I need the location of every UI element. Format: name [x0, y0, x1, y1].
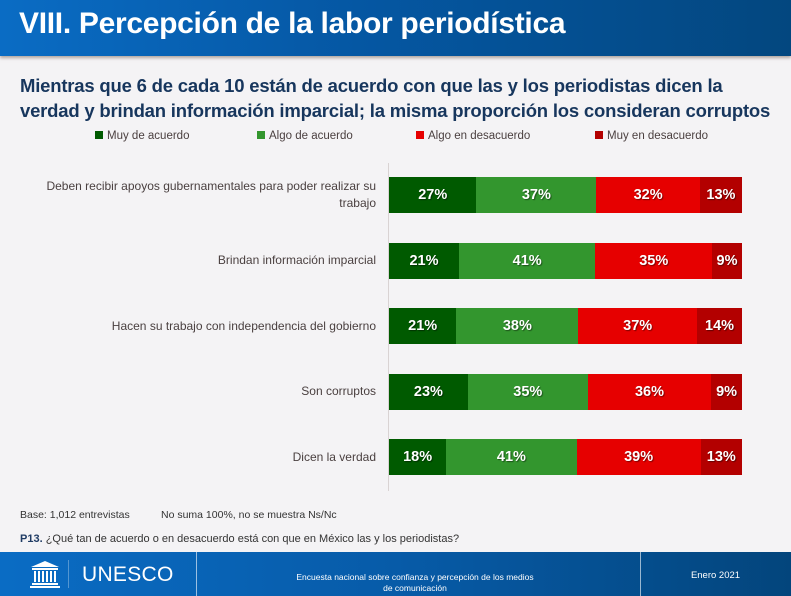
bar-segment: 41%	[458, 242, 596, 279]
bar-segment: 38%	[456, 308, 579, 344]
bar-segment: 35%	[467, 373, 588, 410]
category-axis-line	[388, 163, 389, 491]
bar-segment: 35%	[595, 242, 713, 279]
footer-divider	[196, 552, 197, 596]
survey-name-line1: Encuesta nacional sobre confianza y perc…	[296, 572, 534, 582]
unesco-wordmark: UNESCO	[82, 563, 174, 586]
legend-label: Algo en desacuerdo	[428, 130, 531, 142]
legend-swatch	[257, 131, 265, 139]
bar-segment: 9%	[711, 373, 742, 410]
legend-swatch	[595, 131, 603, 139]
bar-segment: 21%	[389, 308, 457, 344]
question-code: P13.	[20, 533, 43, 545]
base-note: Base: 1,012 entrevistas	[20, 509, 130, 521]
bar-segment: 21%	[389, 242, 459, 279]
legend-label: Algo de acuerdo	[269, 130, 353, 142]
question-text: P13. ¿Qué tan de acuerdo o en desacuerdo…	[20, 533, 459, 545]
bar-segment: 37%	[578, 308, 698, 344]
bar-segment: 27%	[389, 177, 477, 213]
bar-segment: 14%	[697, 308, 742, 344]
bar-segment: 36%	[587, 373, 712, 410]
legend-swatch	[416, 131, 424, 139]
legend-label: Muy en desacuerdo	[607, 130, 709, 142]
chart-title: Mientras que 6 de cada 10 están de acuer…	[20, 75, 771, 121]
bar-segment: 41%	[446, 439, 577, 475]
bar-segment: 9%	[712, 242, 742, 279]
category-label: Hacen su trabajo con independencia del g…	[111, 318, 376, 333]
unesco-temple-logo-icon	[30, 561, 60, 588]
survey-name: Encuesta nacional sobre confianza y perc…	[245, 572, 585, 594]
legend-label: Muy de acuerdo	[107, 130, 190, 142]
legend-item: Algo de acuerdo	[257, 130, 353, 142]
bar-segment: 18%	[389, 439, 447, 475]
legend-item: Algo en desacuerdo	[416, 130, 530, 142]
sum-note: No suma 100%, no se muestra Ns/Nc	[161, 509, 337, 521]
bar-segment: 13%	[700, 439, 742, 475]
bar-segment: 13%	[699, 177, 742, 213]
legend-swatch	[95, 131, 103, 139]
question-body: ¿Qué tan de acuerdo o en desacuerdo está…	[42, 533, 460, 545]
legend-item: Muy en desacuerdo	[595, 130, 708, 142]
footer-divider	[640, 552, 641, 596]
category-label: Deben recibir apoyos gubernamentales par…	[46, 179, 376, 210]
footer-banner: UNESCO Encuesta nacional sobre confianza…	[0, 552, 791, 596]
legend-item: Muy de acuerdo	[95, 130, 189, 142]
bar-segment: 23%	[389, 373, 468, 410]
bar-segment: 32%	[596, 177, 700, 213]
header-banner: VIII. Percepción de la labor periodístic…	[0, 0, 791, 56]
section-title: VIII. Percepción de la labor periodístic…	[19, 7, 566, 40]
logo-divider	[68, 560, 69, 588]
survey-date: Enero 2021	[690, 570, 741, 581]
bar-segment: 39%	[576, 439, 701, 475]
survey-name-line2: de comunicación	[383, 583, 447, 593]
category-label: Son corruptos	[301, 384, 376, 398]
category-label: Brindan información imparcial	[217, 253, 376, 267]
category-label: Dicen la verdad	[292, 449, 376, 464]
bar-segment: 37%	[476, 177, 597, 213]
